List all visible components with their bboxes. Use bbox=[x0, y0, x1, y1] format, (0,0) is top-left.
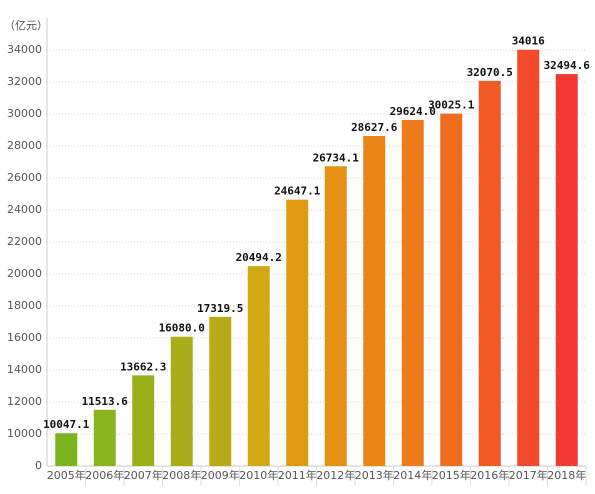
value-label: 29624.0 bbox=[390, 105, 436, 118]
bar bbox=[555, 74, 578, 467]
x-tick-label: 2012年 bbox=[316, 468, 355, 482]
unit-label: （亿元） bbox=[4, 19, 48, 32]
value-label: 24647.1 bbox=[274, 185, 321, 198]
bar bbox=[132, 375, 155, 466]
y-tick-label: 14000 bbox=[7, 363, 42, 376]
value-label: 34016 bbox=[512, 35, 545, 48]
value-label: 17319.5 bbox=[197, 302, 243, 315]
value-label: 32494.6 bbox=[544, 59, 591, 72]
value-label: 13662.3 bbox=[120, 360, 166, 373]
x-tick-label: 2018年 bbox=[547, 468, 586, 482]
x-tick-label: 2011年 bbox=[278, 468, 317, 482]
y-tick-label: 34000 bbox=[7, 43, 42, 56]
y-tick-label: 20000 bbox=[7, 267, 42, 280]
value-label: 10047.1 bbox=[43, 418, 90, 431]
y-tick-label: 28000 bbox=[7, 139, 42, 152]
x-tick-label: 2007年 bbox=[124, 468, 163, 482]
bar bbox=[517, 49, 540, 467]
value-label: 11513.6 bbox=[82, 395, 129, 408]
x-tick-label: 2009年 bbox=[201, 468, 240, 482]
value-label: 16080.0 bbox=[159, 322, 205, 335]
bar bbox=[401, 120, 424, 467]
value-label: 32070.5 bbox=[467, 66, 513, 79]
bar bbox=[286, 199, 309, 466]
y-tick-label: 18000 bbox=[7, 299, 42, 312]
y-tick-label: 22000 bbox=[7, 235, 42, 248]
x-tick-label: 2005年 bbox=[47, 468, 86, 482]
y-tick-label: 0 bbox=[35, 459, 42, 472]
bar bbox=[324, 166, 347, 466]
x-tick-label: 2015年 bbox=[432, 468, 471, 482]
bar bbox=[478, 80, 501, 466]
bar bbox=[247, 266, 270, 466]
y-tick-label: 10000 bbox=[7, 427, 42, 440]
bar bbox=[440, 113, 463, 467]
value-label: 20494.2 bbox=[236, 251, 282, 264]
y-tick-label: 16000 bbox=[7, 331, 42, 344]
x-tick-label: 2014年 bbox=[393, 468, 432, 482]
y-tick-label: 12000 bbox=[7, 395, 42, 408]
y-tick-label: 32000 bbox=[7, 75, 42, 88]
y-tick-label: 24000 bbox=[7, 203, 42, 216]
x-tick-label: 2008年 bbox=[162, 468, 201, 482]
value-label: 30025.1 bbox=[428, 99, 475, 112]
value-label: 28627.6 bbox=[351, 121, 398, 134]
bar bbox=[363, 135, 386, 466]
x-tick-label: 2017年 bbox=[509, 468, 548, 482]
x-tick-label: 2010年 bbox=[239, 468, 278, 482]
y-tick-label: 26000 bbox=[7, 171, 42, 184]
x-tick-label: 2006年 bbox=[85, 468, 124, 482]
x-tick-label: 2016年 bbox=[470, 468, 509, 482]
y-tick-label: 30000 bbox=[7, 107, 42, 120]
bar bbox=[55, 433, 78, 466]
bar bbox=[170, 336, 193, 466]
x-tick-label: 2013年 bbox=[355, 468, 394, 482]
bar bbox=[93, 409, 116, 466]
bar bbox=[209, 316, 232, 466]
value-label: 26734.1 bbox=[313, 151, 360, 164]
